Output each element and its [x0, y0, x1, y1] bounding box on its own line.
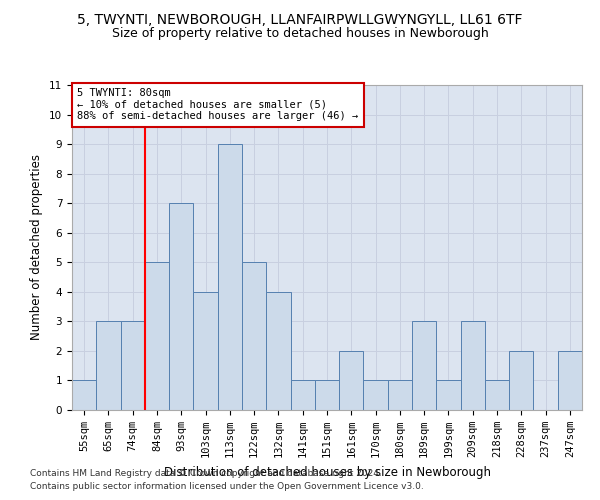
Bar: [290, 380, 315, 410]
Bar: [364, 380, 388, 410]
Bar: [121, 322, 145, 410]
Bar: [193, 292, 218, 410]
Bar: [558, 351, 582, 410]
Bar: [436, 380, 461, 410]
Bar: [145, 262, 169, 410]
Bar: [339, 351, 364, 410]
Bar: [412, 322, 436, 410]
Bar: [509, 351, 533, 410]
Bar: [218, 144, 242, 410]
Bar: [266, 292, 290, 410]
Bar: [485, 380, 509, 410]
X-axis label: Distribution of detached houses by size in Newborough: Distribution of detached houses by size …: [163, 466, 491, 478]
Text: 5 TWYNTI: 80sqm
← 10% of detached houses are smaller (5)
88% of semi-detached ho: 5 TWYNTI: 80sqm ← 10% of detached houses…: [77, 88, 358, 122]
Bar: [315, 380, 339, 410]
Y-axis label: Number of detached properties: Number of detached properties: [31, 154, 43, 340]
Text: Contains HM Land Registry data © Crown copyright and database right 2024.: Contains HM Land Registry data © Crown c…: [30, 468, 382, 477]
Bar: [169, 203, 193, 410]
Text: Contains public sector information licensed under the Open Government Licence v3: Contains public sector information licen…: [30, 482, 424, 491]
Text: 5, TWYNTI, NEWBOROUGH, LLANFAIRPWLLGWYNGYLL, LL61 6TF: 5, TWYNTI, NEWBOROUGH, LLANFAIRPWLLGWYNG…: [77, 12, 523, 26]
Bar: [388, 380, 412, 410]
Bar: [72, 380, 96, 410]
Bar: [96, 322, 121, 410]
Bar: [461, 322, 485, 410]
Bar: [242, 262, 266, 410]
Text: Size of property relative to detached houses in Newborough: Size of property relative to detached ho…: [112, 28, 488, 40]
